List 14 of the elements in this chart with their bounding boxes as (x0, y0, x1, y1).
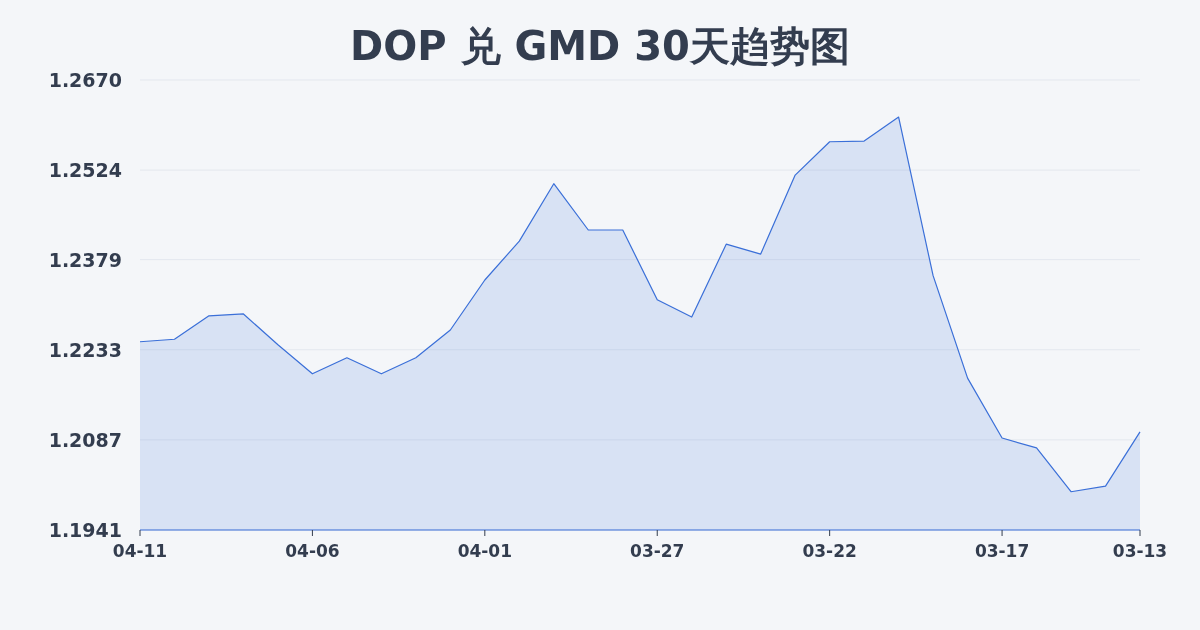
y-tick-label: 1.2233 (48, 338, 122, 361)
y-tick-label: 1.2087 (48, 428, 122, 451)
y-tick-label: 1.1941 (48, 519, 122, 541)
x-tick-label: 04-06 (285, 541, 340, 561)
chart-title: DOP 兑 GMD 30天趋势图 (350, 23, 850, 69)
x-tick-label: 03-17 (974, 541, 1030, 561)
y-tick-label: 1.2379 (48, 248, 122, 271)
y-tick-label: 1.2524 (48, 159, 122, 182)
x-tick-label: 04-11 (112, 541, 168, 561)
y-tick-label: 1.2670 (48, 69, 122, 91)
x-tick-label: 03-27 (630, 541, 685, 561)
x-tick-label: 03-22 (802, 541, 857, 561)
x-tick-label: 03-13 (1112, 541, 1168, 561)
x-tick-label: 04-01 (457, 541, 513, 561)
